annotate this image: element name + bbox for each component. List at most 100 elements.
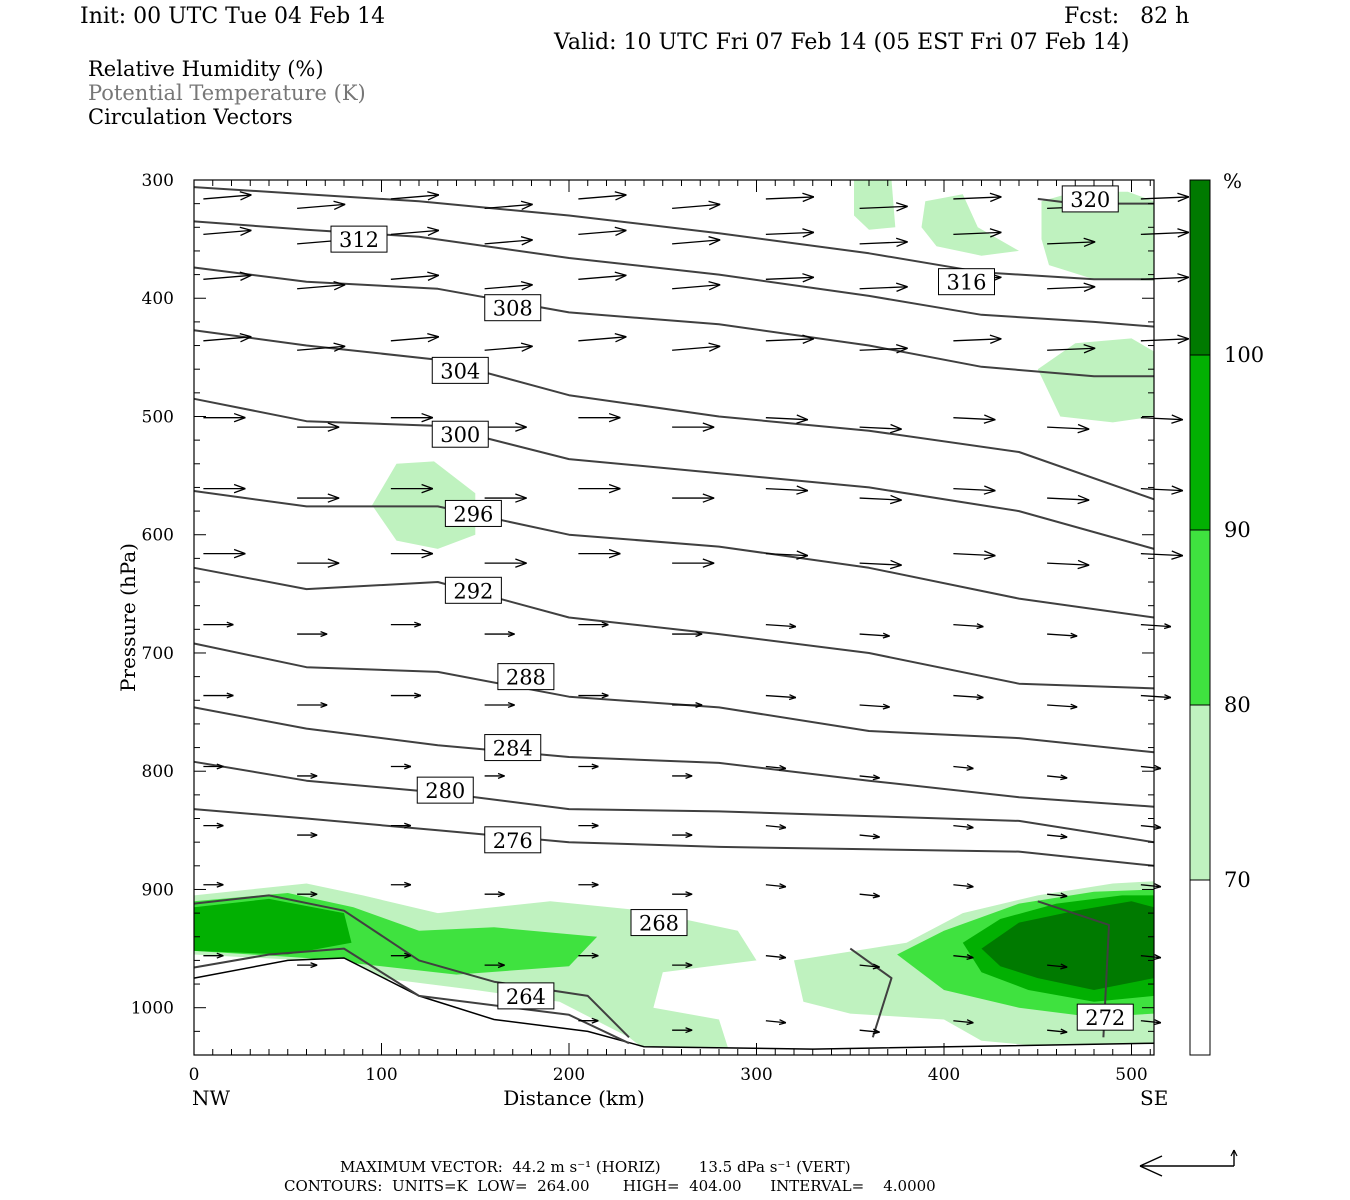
vector-head-upper xyxy=(796,555,809,560)
vector-shaft xyxy=(390,336,439,342)
vector-head-upper xyxy=(708,203,721,211)
vector-shaft xyxy=(859,633,890,637)
legend-theta: Potential Temperature (K) xyxy=(88,81,366,105)
vector-head-lower xyxy=(1060,1028,1068,1033)
vector-head-lower xyxy=(1077,494,1090,501)
vector-arrow xyxy=(203,412,246,423)
vector-shaft xyxy=(953,694,984,699)
vector-arrow xyxy=(484,962,505,969)
vector-head-lower xyxy=(608,483,621,490)
vector-shaft xyxy=(859,241,908,245)
vector-head-lower xyxy=(404,952,412,957)
vector-head-lower xyxy=(789,623,797,628)
vector-head-lower xyxy=(873,1028,880,1033)
vector-arrow xyxy=(578,412,621,423)
contour-label-box xyxy=(484,734,542,762)
vector-shaft xyxy=(1140,824,1161,829)
vector-head-upper xyxy=(1060,1031,1068,1035)
vector-head-upper xyxy=(414,694,422,699)
vector-shaft xyxy=(297,345,346,351)
vector-arrow xyxy=(953,334,1002,344)
vector-head-upper xyxy=(327,562,340,568)
vector-head-lower xyxy=(327,422,340,428)
vector-shaft xyxy=(859,426,902,430)
vector-head-upper xyxy=(404,765,412,770)
vector-head-upper xyxy=(615,229,627,237)
vector-shaft xyxy=(1047,633,1078,637)
vector-head-lower xyxy=(779,823,787,829)
vector-arrow xyxy=(297,631,328,638)
vector-head-upper xyxy=(608,417,621,423)
vector-head-lower xyxy=(608,548,621,555)
vector-head-upper xyxy=(216,955,224,959)
vector-arrow xyxy=(203,822,224,829)
vector-head-upper xyxy=(226,623,234,628)
legend-rh: Relative Humidity (%) xyxy=(88,57,324,81)
vector-head-lower xyxy=(1070,703,1078,708)
vector-head-upper xyxy=(1153,767,1162,771)
vector-head-upper xyxy=(404,824,412,829)
vector-head-lower xyxy=(702,422,715,428)
vector-head-lower xyxy=(1177,192,1190,198)
vector-head-upper xyxy=(216,765,224,770)
vector-shaft xyxy=(1140,884,1161,888)
vector-arrow xyxy=(484,422,527,432)
vector-shaft xyxy=(484,345,533,351)
vector-arrow xyxy=(1140,414,1184,424)
vector-head-upper xyxy=(1153,886,1162,890)
vector-head-upper xyxy=(1177,276,1190,283)
vector-head-lower xyxy=(1154,823,1162,829)
vector-arrow xyxy=(953,485,996,495)
contour-labels: 320 316 312 308 304 300 296 292 288 284 280 276 268 2… xyxy=(330,185,1134,1031)
vector-head-lower xyxy=(976,623,984,628)
vector-head-upper xyxy=(1153,826,1162,830)
vector-arrow xyxy=(203,271,252,281)
vector-arrow xyxy=(578,952,599,959)
init-time: Init: 00 UTC Tue 04 Feb 14 xyxy=(80,4,386,29)
vector-head-upper xyxy=(333,284,346,291)
vector-head-lower xyxy=(1154,883,1162,888)
vector-head-lower xyxy=(708,236,721,241)
contour-label-288: 288 xyxy=(497,663,555,691)
vector-head-lower xyxy=(320,701,328,706)
colorbar-unit: % xyxy=(1223,169,1242,193)
vector-head-lower xyxy=(966,823,974,829)
vector-arrow xyxy=(1047,559,1090,570)
vector-head-upper xyxy=(1083,347,1096,354)
vector-head-lower xyxy=(702,493,715,499)
vector-arrow xyxy=(390,483,434,494)
contour-label-text: 304 xyxy=(440,359,480,383)
vector-arrow xyxy=(765,228,815,238)
vector-arrow xyxy=(578,191,627,201)
vector-head-upper xyxy=(310,775,318,779)
vector-shaft xyxy=(672,239,721,245)
x-end-label-left: NW xyxy=(192,1086,231,1110)
vector-head-lower xyxy=(802,192,815,198)
vector-shaft xyxy=(1047,241,1096,245)
vector-head-upper xyxy=(507,704,515,709)
humidity-area-2 xyxy=(1041,191,1154,281)
vector-head-lower xyxy=(226,692,234,697)
vector-head-upper xyxy=(1163,625,1172,630)
y-tick-label: 900 xyxy=(142,880,174,900)
colorbar-level-label: 80 xyxy=(1224,693,1251,717)
vector-shaft xyxy=(1140,417,1183,421)
vector-shaft xyxy=(765,552,808,557)
y-tick-label: 800 xyxy=(142,762,174,782)
vector-head-upper xyxy=(240,274,252,281)
vector-head-lower xyxy=(327,493,340,499)
vector-head-lower xyxy=(802,273,815,278)
vector-shaft xyxy=(859,893,880,897)
vector-arrow xyxy=(672,558,715,568)
vector-head-upper xyxy=(591,824,599,829)
vector-head-lower xyxy=(310,891,318,895)
vector-shaft xyxy=(297,284,346,290)
vector-head-lower xyxy=(333,200,346,206)
vector-head-upper xyxy=(685,834,693,839)
vector-head-upper xyxy=(685,964,693,969)
vector-arrow xyxy=(859,963,880,970)
vector-head-lower xyxy=(1171,414,1184,421)
vector-head-upper xyxy=(310,834,318,839)
contour-label-276: 276 xyxy=(484,826,542,854)
vector-head-lower xyxy=(1083,237,1096,243)
